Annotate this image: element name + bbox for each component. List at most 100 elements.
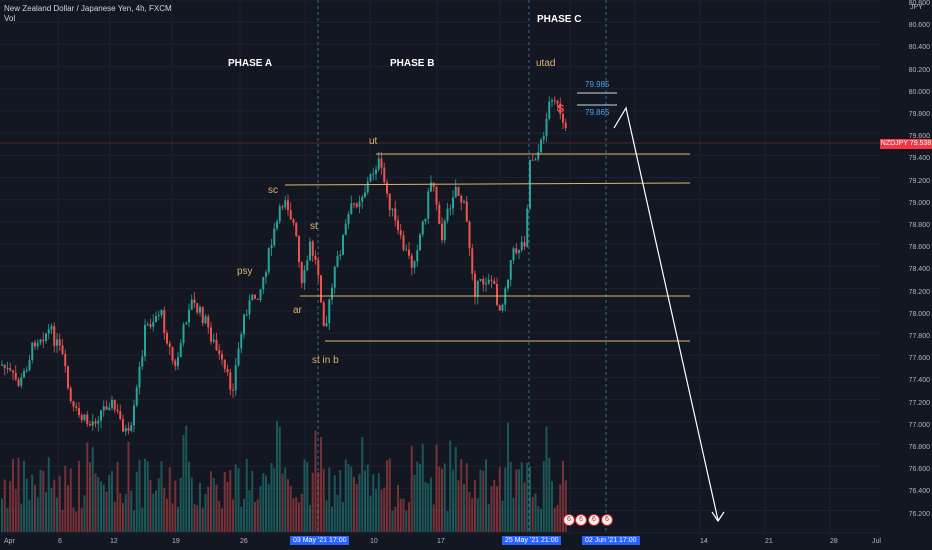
candle-body	[452, 197, 454, 209]
label-utad: utad	[536, 58, 556, 69]
candle-body	[333, 266, 336, 288]
volume-bar	[42, 470, 45, 532]
label-st-in-b: st in b	[312, 355, 339, 366]
candle-body	[127, 428, 130, 431]
candle-body	[53, 326, 56, 346]
label-ut: ut	[369, 136, 378, 147]
volume-bar	[113, 501, 116, 532]
volume-bar	[83, 495, 86, 532]
event-icon[interactable]: 6	[575, 514, 587, 526]
candle-body	[94, 421, 97, 424]
time-tick: 14	[700, 538, 708, 545]
volume-bar	[67, 485, 69, 532]
candle-body	[504, 288, 507, 305]
volume-bar	[25, 478, 28, 532]
volume-bar	[347, 463, 350, 532]
time-highlight: 03 May '21 17:00	[290, 536, 350, 545]
candle-body	[410, 255, 413, 268]
candle-body	[259, 289, 262, 300]
candle-body	[485, 283, 487, 285]
volume-bar	[144, 458, 146, 532]
price-tick: 77.000	[908, 421, 930, 429]
phase-a-label: PHASE A	[228, 58, 273, 69]
symbol-title[interactable]: New Zealand Dollar / Japanese Yen, 4h, F…	[4, 4, 172, 13]
candle-body	[199, 307, 201, 313]
volume-bar	[402, 498, 405, 532]
volume-bar	[322, 468, 325, 532]
candle-body	[218, 350, 221, 355]
volume-bar	[281, 473, 284, 532]
volume-bar	[493, 479, 496, 532]
candle-body	[493, 280, 496, 285]
volume-bar	[490, 486, 493, 532]
volume-bar	[496, 486, 498, 532]
label-sc: sc	[268, 185, 278, 196]
price-tick: 80.400	[908, 44, 930, 52]
volume-bar	[534, 493, 537, 532]
candle-body	[377, 158, 380, 170]
drawing-lines	[284, 92, 725, 523]
volume-bar	[501, 500, 504, 532]
volume-bar	[122, 503, 124, 532]
volume-bar	[391, 510, 394, 532]
candle-body	[102, 406, 105, 411]
candle-body	[3, 364, 6, 369]
volume-bar	[254, 501, 256, 532]
candle-body	[430, 182, 432, 192]
currency-label: JPY	[910, 4, 923, 11]
candle-body	[386, 182, 388, 194]
volume-bar	[556, 504, 559, 532]
candle-body	[287, 200, 289, 211]
volume-bar	[86, 442, 89, 532]
volume-label[interactable]: Vol	[4, 14, 16, 23]
volume-bar	[23, 461, 25, 532]
candle-body	[248, 300, 251, 315]
volume-bar	[64, 465, 67, 532]
volume-bar	[336, 494, 339, 532]
candle-body	[281, 206, 284, 208]
candle-body	[405, 249, 408, 251]
volume-bar	[284, 467, 287, 532]
candle-body	[193, 299, 196, 304]
volume-bar	[350, 466, 353, 532]
candle-body	[221, 354, 223, 360]
candle-body	[463, 201, 465, 203]
volume-bar	[377, 473, 380, 532]
event-icon[interactable]: 6	[563, 514, 575, 526]
candle-body	[171, 346, 174, 361]
candle-body	[20, 377, 23, 386]
candle-body	[75, 406, 78, 409]
candle-body	[185, 322, 188, 325]
candle-body	[438, 204, 441, 224]
candle-body	[496, 284, 498, 306]
candle-body	[317, 260, 320, 276]
volume-bar	[56, 497, 58, 532]
candle-body	[111, 399, 113, 408]
volume-bar	[512, 497, 515, 532]
volume-bar	[273, 468, 276, 532]
volume-bar	[119, 493, 122, 532]
time-tick: 6	[58, 538, 62, 545]
volume-bar	[226, 481, 229, 532]
candle-body	[361, 196, 364, 202]
candle-body	[487, 279, 490, 284]
time-tick: 21	[765, 538, 773, 545]
volume-bar	[471, 498, 474, 532]
candle-body	[234, 365, 237, 391]
volume-bar	[320, 436, 322, 532]
event-icon[interactable]: 6	[601, 514, 613, 526]
volume-bar	[380, 489, 383, 532]
level-79985: 79.985	[585, 80, 610, 89]
candle-body	[548, 101, 551, 119]
candle-body	[204, 316, 207, 324]
time-highlight: 25 May '21 21:00	[502, 536, 562, 545]
candle-body	[133, 405, 135, 426]
candle-body	[391, 208, 394, 211]
volume-bar	[562, 460, 564, 532]
volume-bar	[133, 510, 135, 532]
volume-bar	[177, 506, 179, 532]
volume-bar	[196, 505, 199, 532]
candle-body	[553, 100, 556, 102]
event-icon[interactable]: 6	[588, 514, 600, 526]
